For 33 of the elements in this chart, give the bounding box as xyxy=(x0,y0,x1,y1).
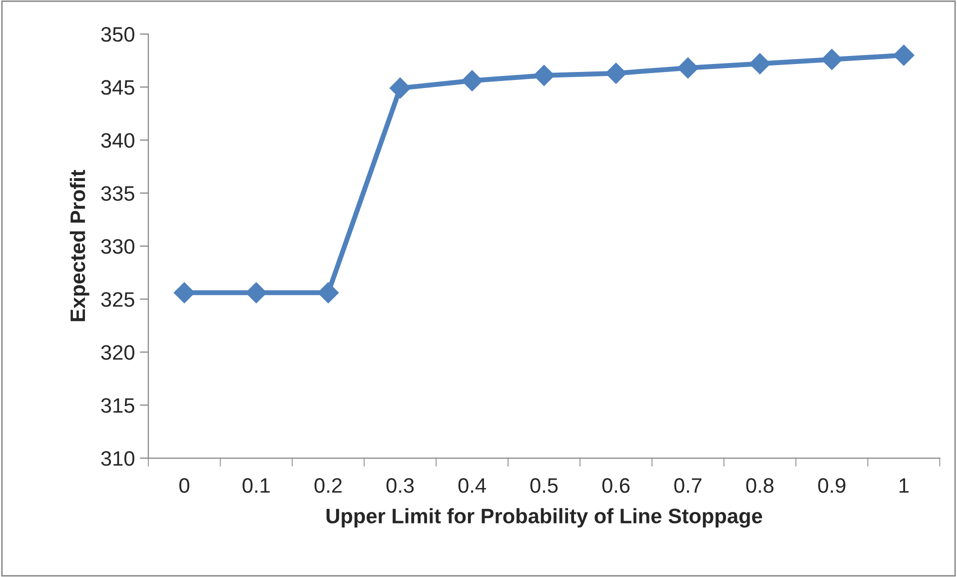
y-axis-title: Expected Profit xyxy=(70,170,90,322)
y-tick-label: 350 xyxy=(101,27,134,42)
point xyxy=(605,62,627,84)
x-tick-label: 0 xyxy=(179,478,190,493)
y-tick-label: 340 xyxy=(101,133,134,148)
x-tick-label: 0.6 xyxy=(602,478,630,493)
x-tick-label: 1 xyxy=(900,478,909,493)
y-tick-label: 335 xyxy=(101,186,134,201)
y-tick-label: 345 xyxy=(101,80,134,95)
y-tick-label: 330 xyxy=(101,239,134,254)
y-tick-label: 315 xyxy=(101,398,134,413)
x-tick-label: 0.8 xyxy=(746,478,774,493)
point xyxy=(462,70,483,92)
x-tick-label: 0.5 xyxy=(530,478,558,493)
y-tick-label: 325 xyxy=(101,292,134,307)
x-axis-title: Upper Limit for Probability of Line Stoppage xyxy=(326,508,762,528)
x-tick-label: 0.9 xyxy=(818,478,846,493)
point xyxy=(390,78,411,99)
y-tick-label: 310 xyxy=(101,451,134,466)
x-tick-label: 0.3 xyxy=(386,478,414,493)
point xyxy=(749,53,770,74)
point xyxy=(318,282,339,304)
point xyxy=(821,48,842,70)
point xyxy=(677,57,698,78)
x-tick-label: 0.4 xyxy=(458,478,486,493)
point xyxy=(246,282,267,304)
point xyxy=(174,282,195,304)
y-tick-label: 320 xyxy=(101,345,134,360)
x-tick-label: 0.2 xyxy=(314,478,342,493)
x-tick-label: 0.1 xyxy=(242,478,270,493)
x-tick-label: 0.7 xyxy=(674,478,702,493)
point xyxy=(893,44,914,66)
point xyxy=(534,64,555,86)
